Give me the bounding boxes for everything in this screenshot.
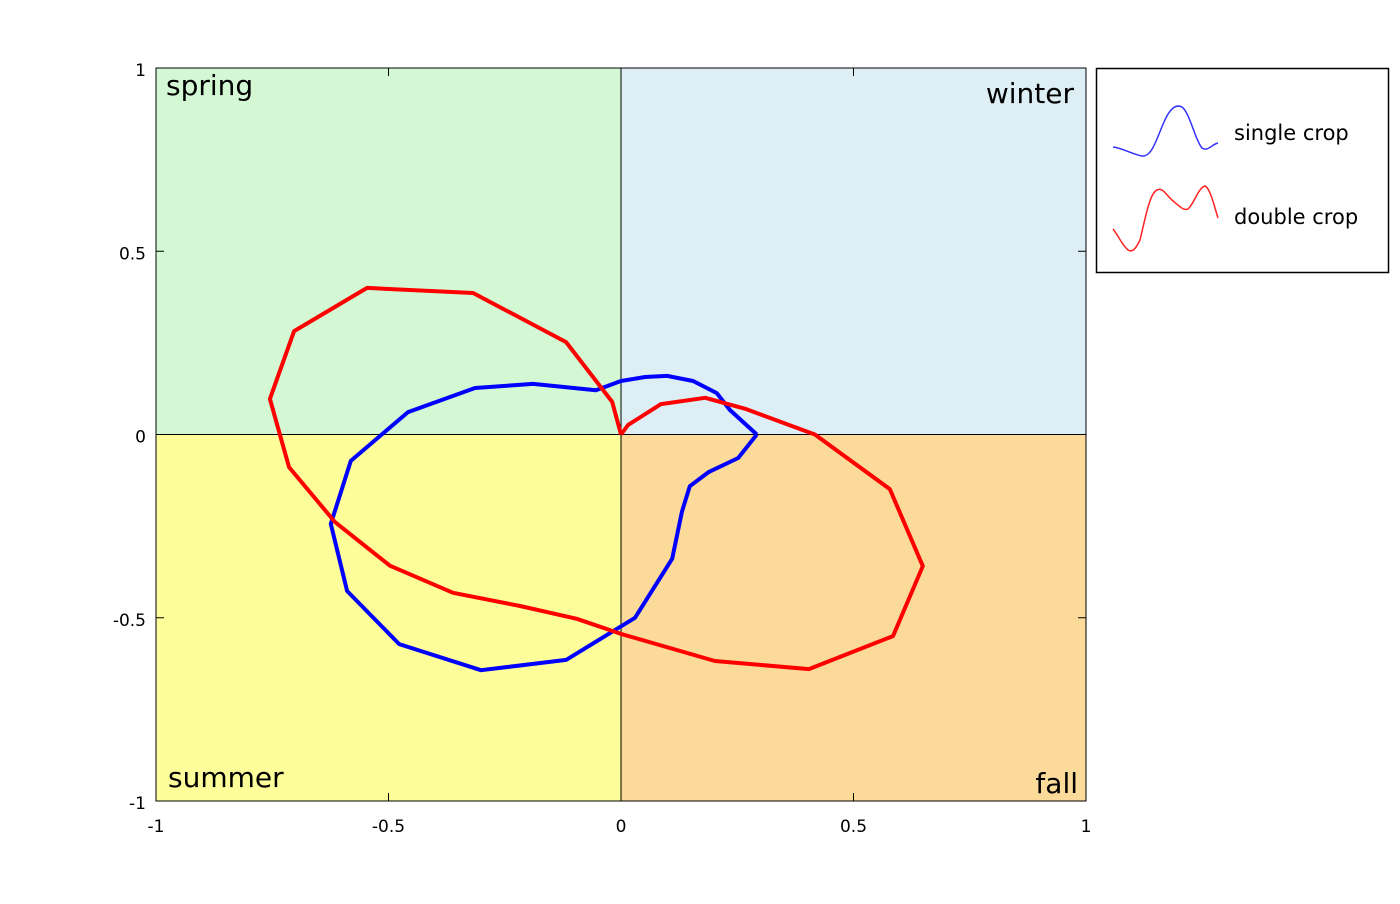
- quadrant-summer: [156, 434, 621, 801]
- quadrant-label-summer: summer: [168, 761, 284, 794]
- quadrant-backgrounds: [156, 68, 1086, 801]
- quadrant-winter: [621, 68, 1086, 435]
- y-tick-label: 0.5: [119, 244, 146, 264]
- legend-double-crop-icon: [1112, 185, 1219, 252]
- x-tick-label: -0.5: [372, 817, 405, 837]
- y-tick-label: -1: [129, 794, 146, 814]
- quadrant-fall: [621, 434, 1086, 801]
- quadrant-label-fall: fall: [1035, 767, 1078, 800]
- quadrant-labels: spring winter summer fall: [166, 69, 1078, 800]
- legend-label-double-crop: double crop: [1234, 205, 1358, 229]
- x-tick-label: 1: [1081, 817, 1092, 837]
- legend-box: [1095, 67, 1390, 274]
- quadrant-label-spring: spring: [166, 69, 253, 102]
- legend-label-single-crop: single crop: [1234, 121, 1349, 145]
- y-tick-label: -0.5: [113, 611, 146, 631]
- y-tick-label: 0: [135, 428, 146, 448]
- series-lines: [267, 285, 925, 673]
- x-tick-label: 0.5: [840, 817, 867, 837]
- quadrant-spring: [156, 68, 621, 435]
- series-single-crop: [328, 373, 759, 673]
- quadrant-label-winter: winter: [986, 77, 1075, 110]
- legend: single crop double crop: [1095, 67, 1390, 274]
- ticks: -1 -0.5 0 0.5 1 -1 -0.5 0 0.5 1: [113, 61, 1092, 837]
- x-tick-label: -1: [148, 817, 165, 837]
- series-double-crop: [267, 285, 925, 672]
- y-tick-label: 1: [135, 61, 146, 81]
- x-tick-label: 0: [616, 817, 627, 837]
- legend-single-crop-icon: [1112, 105, 1219, 157]
